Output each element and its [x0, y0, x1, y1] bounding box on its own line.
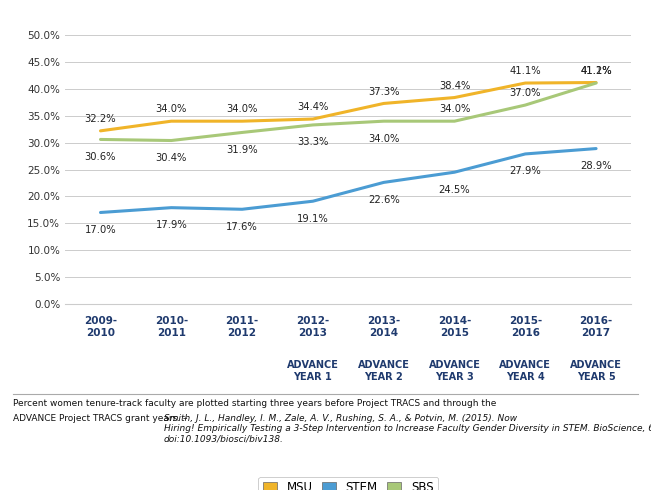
- Text: ADVANCE
YEAR 2: ADVANCE YEAR 2: [358, 360, 409, 382]
- Text: 19.1%: 19.1%: [297, 214, 329, 224]
- Text: 17.6%: 17.6%: [226, 222, 258, 232]
- Text: 31.9%: 31.9%: [227, 145, 258, 155]
- Text: 41.2%: 41.2%: [580, 66, 612, 75]
- Text: 2014-
2015: 2014- 2015: [437, 316, 471, 338]
- Text: 34.0%: 34.0%: [439, 104, 470, 114]
- Text: 24.5%: 24.5%: [439, 185, 470, 195]
- Text: 2010-
2011: 2010- 2011: [155, 316, 188, 338]
- Text: ADVANCE
YEAR 5: ADVANCE YEAR 5: [570, 360, 622, 382]
- Text: 32.2%: 32.2%: [85, 114, 117, 124]
- Text: 30.4%: 30.4%: [156, 153, 187, 163]
- Text: 34.4%: 34.4%: [298, 102, 329, 112]
- Text: 17.0%: 17.0%: [85, 225, 117, 235]
- Text: 22.6%: 22.6%: [368, 195, 400, 205]
- Text: 41.1%: 41.1%: [580, 66, 612, 76]
- Text: ADVANCE Project TRACS grant years. –: ADVANCE Project TRACS grant years. –: [13, 414, 190, 423]
- Text: 37.3%: 37.3%: [368, 87, 400, 97]
- Text: 17.9%: 17.9%: [156, 220, 187, 230]
- Text: ADVANCE
YEAR 1: ADVANCE YEAR 1: [287, 360, 339, 382]
- Text: 2015-
2016: 2015- 2016: [508, 316, 542, 338]
- Text: 41.1%: 41.1%: [510, 66, 541, 76]
- Legend: MSU, STEM, SBS: MSU, STEM, SBS: [258, 477, 438, 490]
- Text: 37.0%: 37.0%: [510, 88, 541, 98]
- Text: 2012-
2013: 2012- 2013: [296, 316, 329, 338]
- Text: 33.3%: 33.3%: [298, 137, 329, 147]
- Text: 27.9%: 27.9%: [509, 167, 541, 176]
- Text: ADVANCE
YEAR 4: ADVANCE YEAR 4: [499, 360, 551, 382]
- Text: 2009-
2010: 2009- 2010: [84, 316, 117, 338]
- Text: 2016-
2017: 2016- 2017: [579, 316, 613, 338]
- Text: 30.6%: 30.6%: [85, 152, 117, 162]
- Text: Percent women tenure-track faculty are plotted starting three years before Proje: Percent women tenure-track faculty are p…: [13, 399, 497, 408]
- Text: 38.4%: 38.4%: [439, 80, 470, 91]
- Text: ADVANCE
YEAR 3: ADVANCE YEAR 3: [428, 360, 480, 382]
- Text: 28.9%: 28.9%: [580, 161, 612, 171]
- Text: 2013-
2014: 2013- 2014: [367, 316, 400, 338]
- Text: 34.0%: 34.0%: [368, 134, 399, 144]
- Text: Smith, J. L., Handley, I. M., Zale, A. V., Rushing, S. A., & Potvin, M. (2015). : Smith, J. L., Handley, I. M., Zale, A. V…: [164, 414, 651, 444]
- Text: 34.0%: 34.0%: [156, 104, 187, 114]
- Text: 2011-
2012: 2011- 2012: [225, 316, 258, 338]
- Text: 34.0%: 34.0%: [227, 104, 258, 114]
